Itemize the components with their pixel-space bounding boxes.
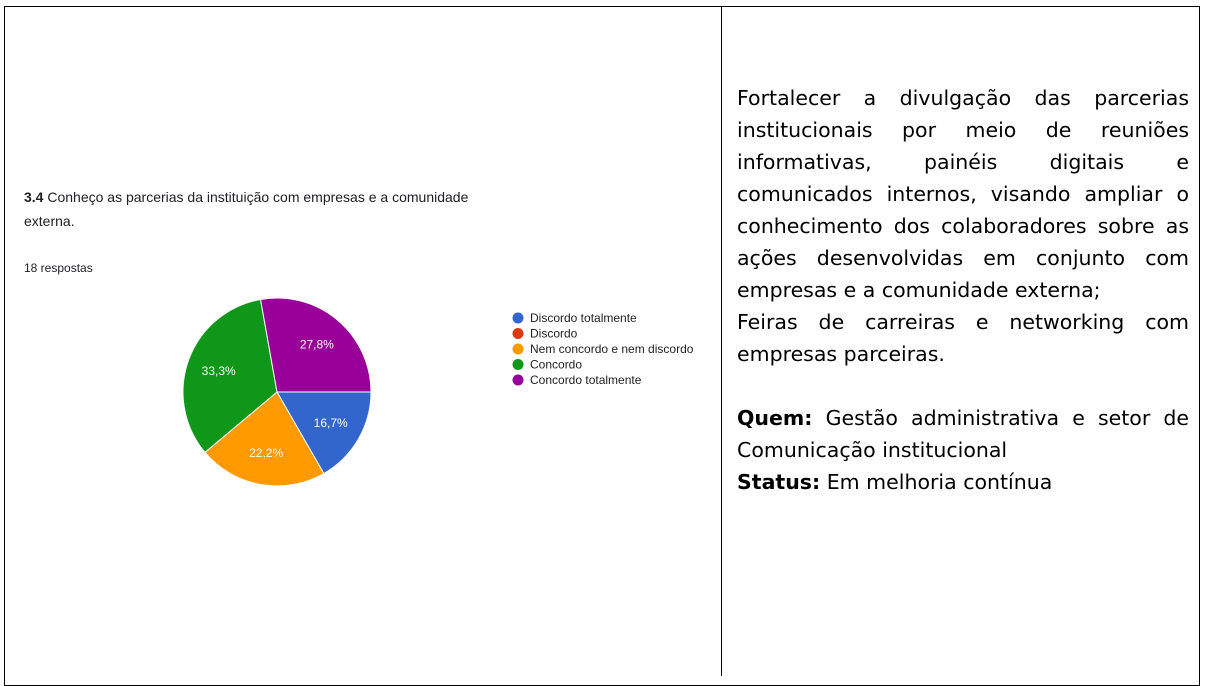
chart-title: 3.4 Conheço as parcerias da instituição … bbox=[24, 189, 469, 229]
title-line: Conheço as parcerias da instituição com … bbox=[47, 189, 468, 205]
item-label: Quem: bbox=[737, 406, 813, 430]
legend-swatch bbox=[512, 374, 524, 386]
legend-label: Concordo bbox=[530, 358, 582, 372]
paragraph: Fortalecer a divulgação das parcerias in… bbox=[737, 86, 1189, 302]
pie-slice bbox=[204, 391, 325, 487]
legend-label: Nem concordo e nem discordo bbox=[530, 342, 694, 356]
pie-slice bbox=[182, 298, 278, 454]
legend-label: Discordo totalmente bbox=[530, 311, 637, 325]
legend-label: Discordo bbox=[530, 327, 578, 341]
pie-slice bbox=[276, 391, 372, 475]
paragraph: Feiras de carreiras e networking com emp… bbox=[737, 310, 1189, 366]
legend-swatch bbox=[512, 343, 524, 355]
item: Status: Em melhoria contínua bbox=[737, 466, 1189, 498]
item-label: Status: bbox=[737, 470, 821, 494]
cell-divider bbox=[721, 6, 722, 676]
slice-label: 16,7% bbox=[314, 416, 348, 430]
legend-swatch bbox=[512, 328, 524, 339]
slice-label: 22,2% bbox=[249, 446, 283, 460]
title-line: externa. bbox=[24, 213, 75, 229]
chart: 3.4 Conheço as parcerias da instituição … bbox=[24, 189, 694, 487]
slice-label: 33,3% bbox=[202, 364, 236, 378]
legend-swatch bbox=[512, 359, 524, 370]
item-text: Em melhoria contínua bbox=[826, 470, 1053, 494]
page: {"chart_data": {"type": "pie", "title_nu… bbox=[4, 6, 1200, 686]
item-text: Gestão administrativa e setor de Comunic… bbox=[737, 406, 1189, 462]
item: Quem: Gestão administrativa e setor de C… bbox=[737, 402, 1189, 466]
slice-label: 27,8% bbox=[300, 337, 334, 351]
pie-slice bbox=[259, 297, 372, 393]
legend-swatch bbox=[512, 312, 524, 324]
legend-label: Concordo totalmente bbox=[530, 373, 642, 387]
chart-subtitle: 18 respostas bbox=[24, 261, 93, 275]
question-number: 3.4 bbox=[24, 189, 44, 205]
right-cell: Fortalecer a divulgação das parcerias in… bbox=[737, 82, 1189, 498]
